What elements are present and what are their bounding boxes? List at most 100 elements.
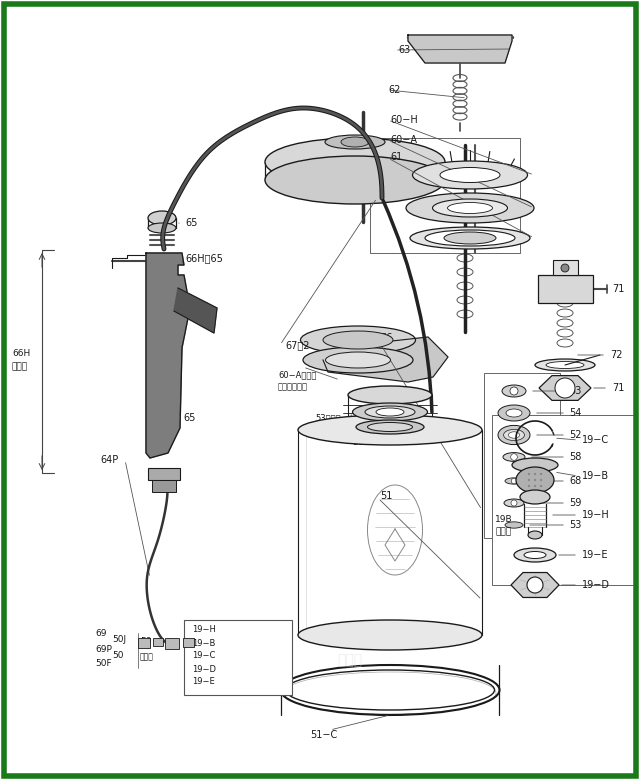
Circle shape xyxy=(511,478,516,484)
Text: 19−B: 19−B xyxy=(192,639,216,647)
Ellipse shape xyxy=(503,452,525,462)
Text: 63: 63 xyxy=(398,45,410,55)
Bar xyxy=(553,260,578,275)
Ellipse shape xyxy=(514,548,556,562)
Ellipse shape xyxy=(505,478,523,484)
Circle shape xyxy=(534,485,536,488)
Circle shape xyxy=(534,479,536,481)
Ellipse shape xyxy=(367,423,413,431)
Ellipse shape xyxy=(504,430,524,441)
Circle shape xyxy=(528,485,530,488)
Text: 誠大店: 誠大店 xyxy=(337,653,363,667)
Bar xyxy=(184,620,292,695)
Text: 56: 56 xyxy=(380,333,392,343)
Text: 50: 50 xyxy=(140,641,150,651)
Ellipse shape xyxy=(303,347,413,373)
Ellipse shape xyxy=(502,385,526,397)
Circle shape xyxy=(540,479,542,481)
Ellipse shape xyxy=(301,326,415,354)
Ellipse shape xyxy=(505,522,523,528)
Text: セット: セット xyxy=(12,363,28,371)
Text: 50: 50 xyxy=(112,651,124,660)
Ellipse shape xyxy=(508,432,520,438)
Ellipse shape xyxy=(425,230,515,246)
Circle shape xyxy=(527,577,543,593)
Text: 55: 55 xyxy=(352,437,365,447)
Text: 58: 58 xyxy=(569,452,581,462)
Polygon shape xyxy=(539,376,591,400)
Circle shape xyxy=(555,378,575,398)
Text: 69: 69 xyxy=(95,629,106,637)
Polygon shape xyxy=(408,35,512,63)
Ellipse shape xyxy=(325,135,385,149)
Text: 68: 68 xyxy=(569,476,581,486)
Text: 19−B: 19−B xyxy=(582,471,609,481)
Text: 19−D: 19−D xyxy=(192,665,216,673)
Text: 53: 53 xyxy=(569,520,581,530)
Polygon shape xyxy=(511,573,559,597)
Text: 53セット: 53セット xyxy=(315,413,340,423)
Ellipse shape xyxy=(504,499,524,507)
Bar xyxy=(183,638,194,647)
Ellipse shape xyxy=(148,211,176,225)
Bar xyxy=(165,638,179,649)
Circle shape xyxy=(528,479,530,481)
Circle shape xyxy=(511,454,517,460)
Polygon shape xyxy=(174,288,217,333)
Ellipse shape xyxy=(520,490,550,504)
Ellipse shape xyxy=(506,409,522,417)
Text: 19−E: 19−E xyxy=(582,550,609,560)
Circle shape xyxy=(528,473,530,475)
Text: 62: 62 xyxy=(388,85,401,95)
Text: 64P: 64P xyxy=(100,455,118,465)
Text: 54: 54 xyxy=(569,408,581,418)
Text: 19−C: 19−C xyxy=(582,435,609,445)
Ellipse shape xyxy=(528,531,542,539)
Text: 51: 51 xyxy=(380,491,392,501)
Ellipse shape xyxy=(440,168,500,183)
Ellipse shape xyxy=(353,403,428,421)
Text: 67　2: 67 2 xyxy=(285,340,310,350)
Ellipse shape xyxy=(265,156,445,204)
Circle shape xyxy=(511,500,517,506)
Text: 19−E: 19−E xyxy=(192,678,215,686)
Bar xyxy=(538,275,593,303)
Ellipse shape xyxy=(535,359,595,371)
Text: 60−Aセット: 60−Aセット xyxy=(278,370,316,380)
Text: 60−A: 60−A xyxy=(390,135,417,145)
Text: セット: セット xyxy=(140,653,154,661)
Bar xyxy=(484,373,560,538)
Text: 69P: 69P xyxy=(95,644,112,654)
Text: 19−H: 19−H xyxy=(192,626,216,634)
Ellipse shape xyxy=(410,227,530,249)
Ellipse shape xyxy=(447,203,493,214)
Circle shape xyxy=(510,387,518,395)
Ellipse shape xyxy=(148,223,176,233)
Ellipse shape xyxy=(516,467,554,493)
Text: 66H，65: 66H，65 xyxy=(185,253,223,263)
Bar xyxy=(153,638,163,646)
Text: 59: 59 xyxy=(569,498,581,508)
Text: 57: 57 xyxy=(352,425,365,435)
Text: 71: 71 xyxy=(612,383,625,393)
Text: 51−C: 51−C xyxy=(310,730,337,740)
Bar xyxy=(138,638,150,647)
Text: 19B: 19B xyxy=(495,516,513,524)
Ellipse shape xyxy=(323,331,393,349)
Bar xyxy=(370,138,520,253)
Ellipse shape xyxy=(298,620,482,650)
Text: 71: 71 xyxy=(612,284,625,294)
Ellipse shape xyxy=(406,193,534,223)
Text: 19−D: 19−D xyxy=(582,580,610,590)
Ellipse shape xyxy=(413,161,527,189)
Ellipse shape xyxy=(265,138,445,186)
Circle shape xyxy=(540,485,542,488)
Bar xyxy=(148,468,180,480)
Ellipse shape xyxy=(433,199,508,217)
Circle shape xyxy=(561,264,569,272)
Text: エアー金具付: エアー金具付 xyxy=(278,382,308,392)
Ellipse shape xyxy=(498,405,530,421)
Polygon shape xyxy=(323,337,448,382)
Text: 72: 72 xyxy=(610,350,623,360)
Circle shape xyxy=(540,473,542,475)
